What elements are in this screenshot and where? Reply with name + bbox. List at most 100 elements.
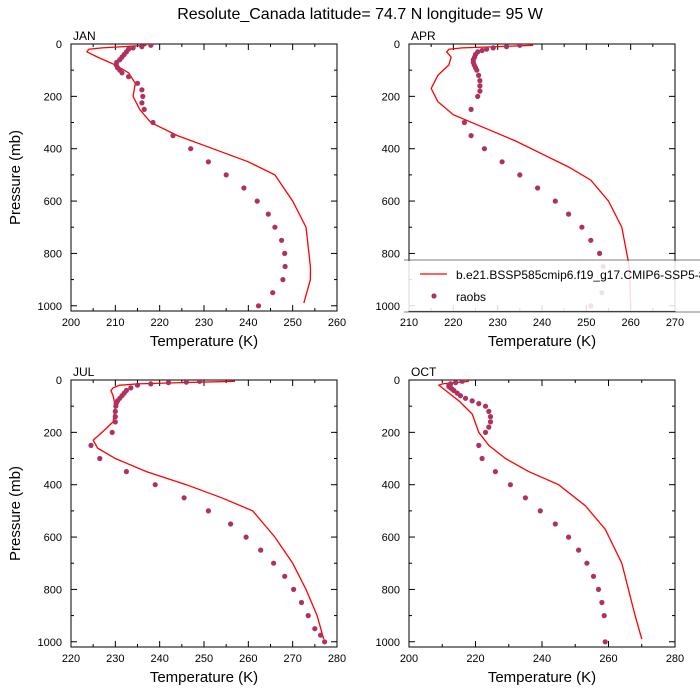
raobs-point (170, 133, 176, 139)
y-tick-label: 400 (44, 480, 62, 492)
x-tick-label: 250 (577, 317, 595, 329)
raobs-point (228, 521, 234, 527)
raobs-point (139, 44, 145, 50)
raobs-point (152, 482, 158, 488)
y-tick-label: 600 (382, 532, 400, 544)
raobs-point (165, 380, 172, 386)
raobs-point (113, 403, 119, 409)
raobs-point (139, 87, 145, 93)
raobs-point (139, 100, 145, 106)
x-tick-label: 270 (283, 653, 301, 665)
y-tick-label: 1000 (376, 301, 400, 313)
raobs-point (298, 599, 305, 606)
raobs-point (588, 237, 594, 243)
raobs-point (140, 93, 146, 99)
raobs-point (537, 508, 543, 514)
x-tick-label: 240 (150, 653, 168, 665)
x-tick-label: 230 (195, 317, 213, 329)
raobs-point (272, 224, 278, 230)
panel-jul: 220 230 240 250 260 270 280 0 200 400 600 800 1000 Te… (7, 365, 346, 686)
x-tick-label: 260 (328, 317, 346, 329)
plot-frame (70, 43, 338, 312)
raobs-point (476, 442, 482, 448)
raobs-point (243, 534, 249, 540)
x-axis-label: Temperature (K) (150, 669, 258, 686)
y-tick-label: 800 (382, 584, 400, 596)
x-tick-label: 220 (444, 317, 462, 329)
x-tick-label: 260 (239, 653, 257, 665)
raobs-point (112, 408, 118, 414)
x-tick-label: 270 (666, 317, 684, 329)
raobs-point (241, 185, 247, 191)
raobs-point (566, 534, 572, 540)
y-tick-label: 0 (56, 375, 62, 387)
raobs-point (477, 83, 483, 89)
raobs-point (188, 146, 194, 152)
raobs-point (141, 106, 147, 112)
raobs-point (584, 560, 590, 566)
raobs-point (590, 573, 597, 579)
x-tick-label: 220 (150, 317, 168, 329)
raobs-point (487, 414, 494, 420)
legend-label-model: b.e21.BSSP585cmip6.f19_g17.CMIP6-SSP5-8.… (456, 268, 700, 282)
y-tick-label: 200 (44, 91, 62, 103)
raobs-point (279, 237, 285, 243)
x-tick-label: 250 (195, 653, 213, 665)
raobs-point (552, 198, 558, 204)
y-axis-label: Pressure (mb) (7, 466, 24, 561)
raobs-point (134, 80, 141, 86)
panel-label: OCT (411, 365, 437, 379)
y-tick-label: 200 (44, 427, 62, 439)
y-tick-label: 400 (382, 144, 400, 156)
raobs-point (486, 408, 492, 414)
raobs-point (507, 482, 513, 488)
y-tick-label: 600 (44, 532, 62, 544)
plot-data (437, 380, 643, 645)
raobs-point (181, 495, 187, 501)
raobs-point (291, 586, 297, 593)
x-axis-label: Temperature (K) (488, 669, 596, 686)
x-tick-label: 220 (62, 653, 80, 665)
y-tick-label: 400 (44, 144, 62, 156)
raobs-point (599, 599, 605, 606)
raobs-point (322, 639, 328, 645)
y-tick-label: 1000 (38, 637, 62, 649)
raobs-point (97, 455, 103, 462)
panel-oct: 200 220 240 260 280 0 200 400 600 800 1000 Temperat… (376, 365, 685, 686)
model-profile-line (86, 44, 312, 304)
panel-label: JUL (73, 365, 95, 379)
panel-label: JAN (73, 29, 96, 43)
model-profile-line (92, 380, 325, 640)
x-axis-label: Temperature (K) (488, 333, 596, 350)
legend-marker-swatch (431, 293, 437, 299)
raobs-point (477, 88, 483, 94)
raobs-point (280, 277, 286, 283)
raobs-point (312, 626, 318, 632)
x-tick-label: 240 (533, 653, 551, 665)
raobs-point (503, 44, 510, 50)
raobs-point (123, 469, 129, 475)
raobs-point (481, 146, 487, 152)
raobs-point (579, 224, 585, 230)
raobs-point (597, 250, 603, 256)
y-tick-label: 800 (382, 248, 400, 260)
x-tick-label: 240 (239, 317, 257, 329)
raobs-point (552, 521, 558, 527)
y-tick-label: 600 (44, 196, 62, 208)
y-tick-label: 200 (382, 427, 400, 439)
y-tick-label: 800 (44, 248, 62, 260)
raobs-point (517, 172, 523, 178)
raobs-point (270, 290, 276, 296)
raobs-point (517, 44, 523, 48)
y-tick-label: 0 (56, 39, 62, 51)
x-tick-label: 210 (400, 317, 418, 329)
raobs-point (258, 547, 264, 553)
model-profile-line (430, 44, 632, 306)
plot-data (86, 44, 312, 309)
y-tick-label: 0 (394, 39, 400, 51)
x-tick-label: 200 (400, 653, 418, 665)
raobs-point (126, 74, 132, 80)
plot-frame (408, 379, 676, 648)
raobs-point (459, 380, 465, 384)
raobs-point (282, 263, 288, 270)
